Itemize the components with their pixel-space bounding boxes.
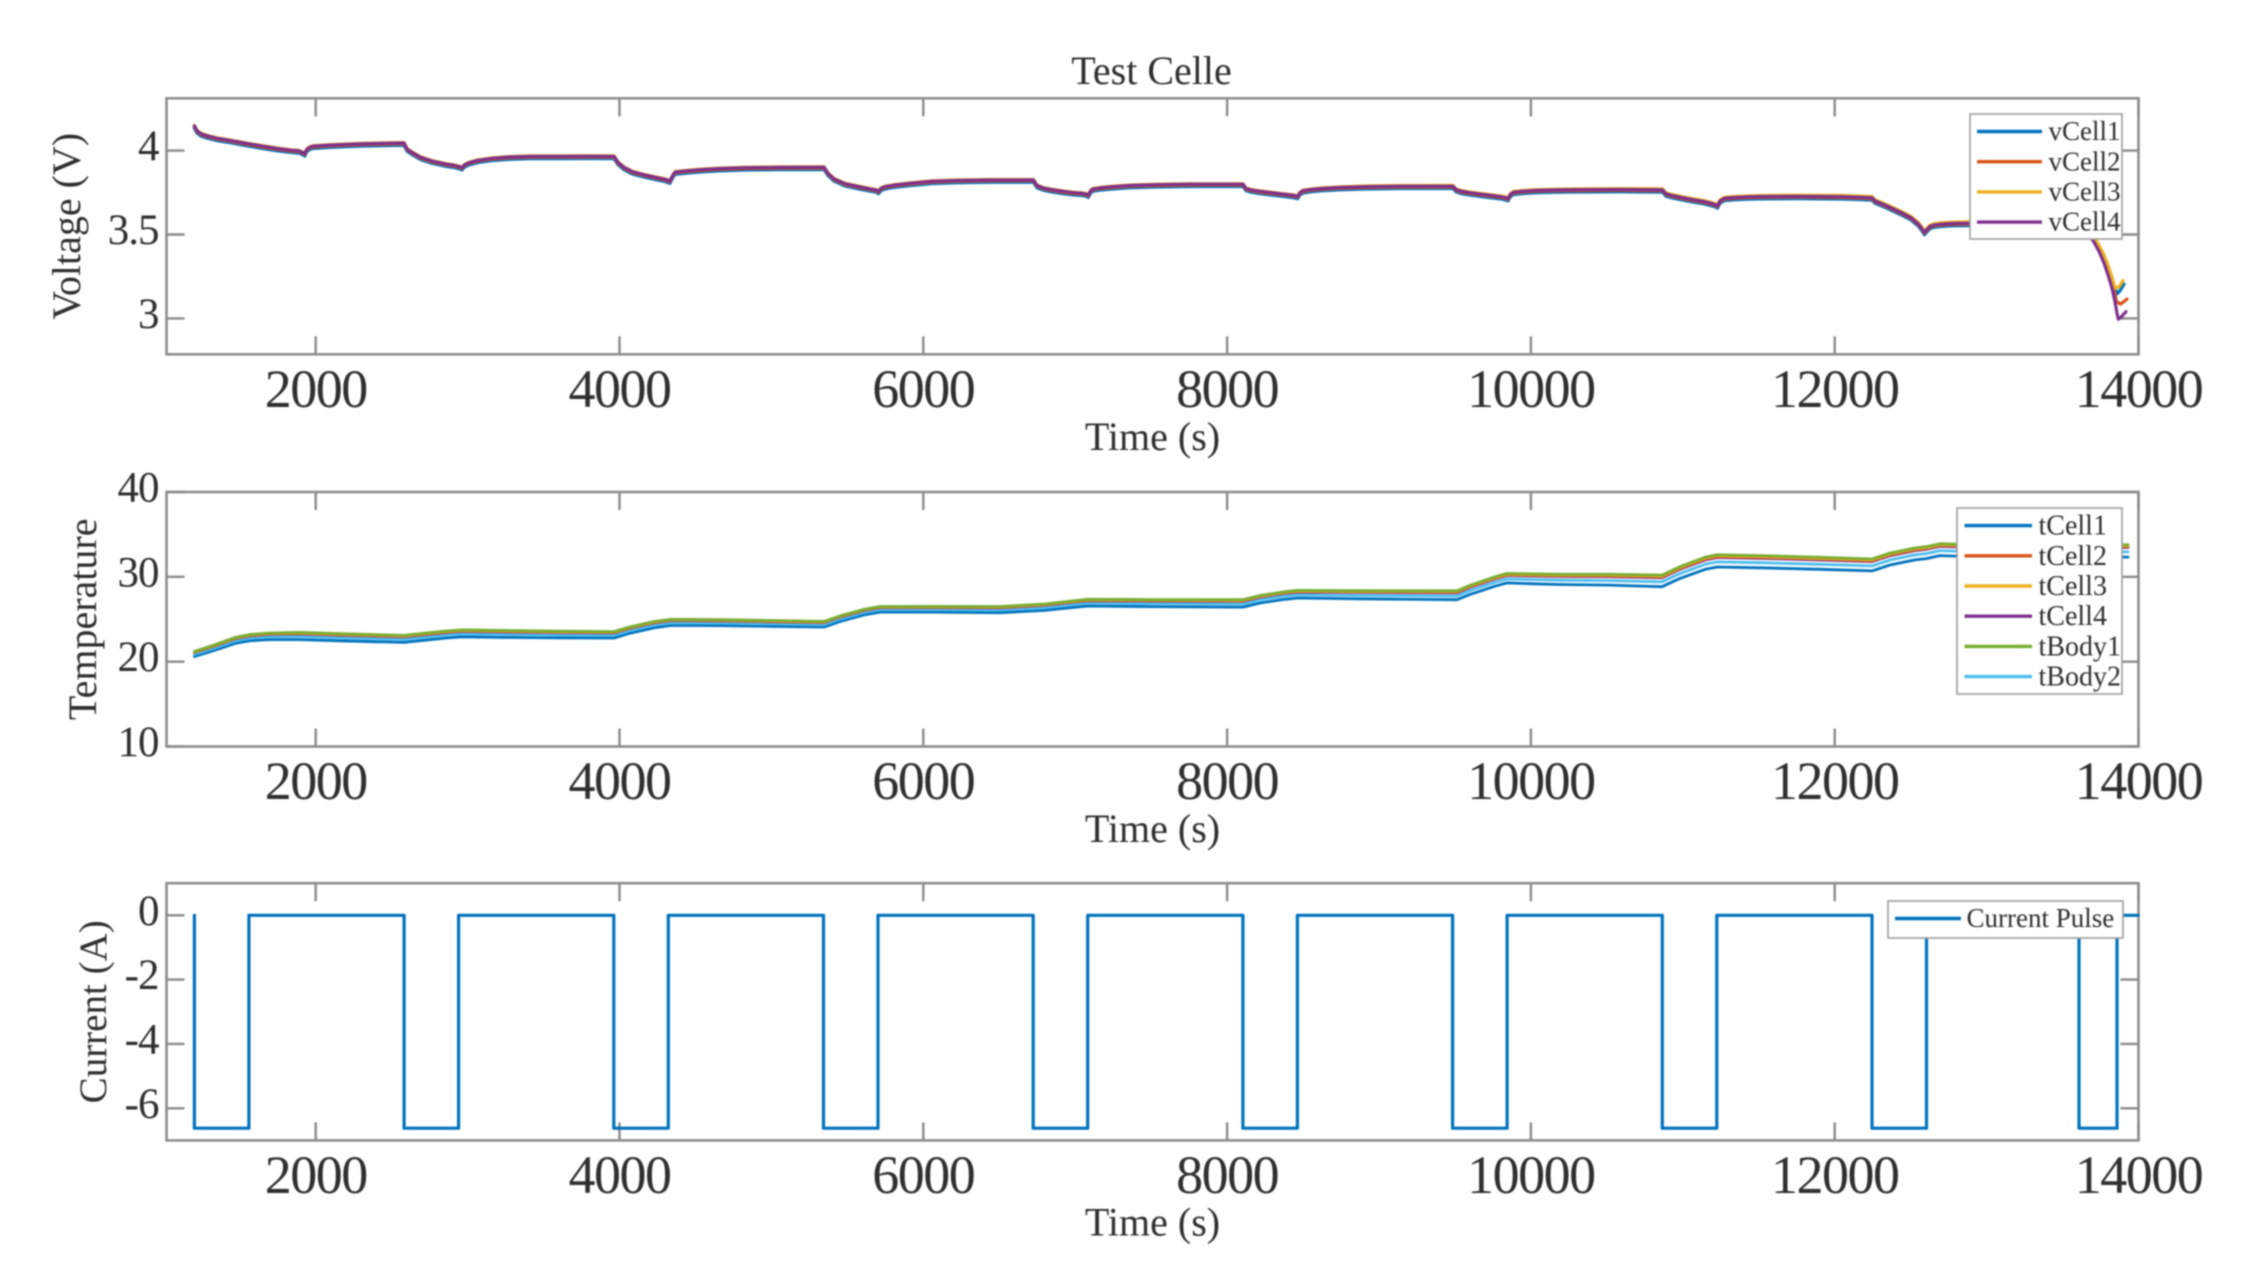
svg-text:vCell1: vCell1 (2049, 116, 2121, 146)
svg-text:6000: 6000 (872, 751, 974, 811)
svg-text:vCell4: vCell4 (2049, 207, 2121, 237)
svg-text:Time (s): Time (s) (1085, 806, 1220, 851)
svg-text:vCell2: vCell2 (2049, 146, 2121, 176)
svg-text:4000: 4000 (569, 751, 671, 811)
svg-text:10000: 10000 (1467, 1145, 1595, 1205)
svg-text:30: 30 (118, 549, 159, 596)
svg-text:2000: 2000 (265, 1145, 367, 1205)
svg-text:-6: -6 (125, 1081, 159, 1128)
svg-text:Time (s): Time (s) (1085, 1200, 1220, 1245)
svg-text:tBody1: tBody1 (2039, 631, 2121, 662)
svg-text:Temperature: Temperature (60, 519, 105, 721)
svg-text:14000: 14000 (2075, 359, 2203, 419)
svg-text:2000: 2000 (265, 751, 367, 811)
svg-text:10000: 10000 (1467, 359, 1595, 419)
svg-text:8000: 8000 (1176, 751, 1278, 811)
svg-text:3: 3 (138, 291, 159, 338)
svg-text:40: 40 (118, 465, 159, 512)
svg-text:Voltage (V): Voltage (V) (44, 133, 89, 320)
svg-text:Current Pulse: Current Pulse (1967, 903, 2115, 933)
svg-text:3.5: 3.5 (108, 207, 159, 254)
svg-text:Test Celle: Test Celle (1071, 48, 1232, 93)
svg-text:14000: 14000 (2075, 1145, 2203, 1205)
svg-text:0: 0 (138, 888, 159, 935)
svg-text:-2: -2 (125, 952, 159, 999)
svg-text:12000: 12000 (1771, 359, 1899, 419)
svg-text:2000: 2000 (265, 359, 367, 419)
svg-text:6000: 6000 (872, 1145, 974, 1205)
svg-text:12000: 12000 (1771, 1145, 1899, 1205)
svg-text:tCell2: tCell2 (2039, 541, 2107, 572)
svg-text:Time (s): Time (s) (1085, 414, 1220, 459)
svg-text:vCell3: vCell3 (2049, 177, 2121, 207)
svg-text:tBody2: tBody2 (2039, 662, 2121, 693)
svg-text:4000: 4000 (569, 359, 671, 419)
svg-text:10: 10 (118, 719, 159, 766)
svg-text:tCell3: tCell3 (2039, 571, 2107, 602)
svg-text:Current (A): Current (A) (72, 920, 115, 1103)
svg-text:6000: 6000 (872, 359, 974, 419)
svg-text:-4: -4 (125, 1016, 159, 1063)
svg-text:tCell1: tCell1 (2039, 511, 2107, 542)
svg-text:4000: 4000 (569, 1145, 671, 1205)
svg-text:8000: 8000 (1176, 1145, 1278, 1205)
svg-text:4: 4 (138, 123, 159, 170)
svg-text:8000: 8000 (1176, 359, 1278, 419)
svg-text:tCell4: tCell4 (2039, 601, 2107, 632)
svg-text:10000: 10000 (1467, 751, 1595, 811)
svg-text:20: 20 (118, 634, 159, 681)
svg-text:14000: 14000 (2075, 751, 2203, 811)
svg-text:12000: 12000 (1771, 751, 1899, 811)
